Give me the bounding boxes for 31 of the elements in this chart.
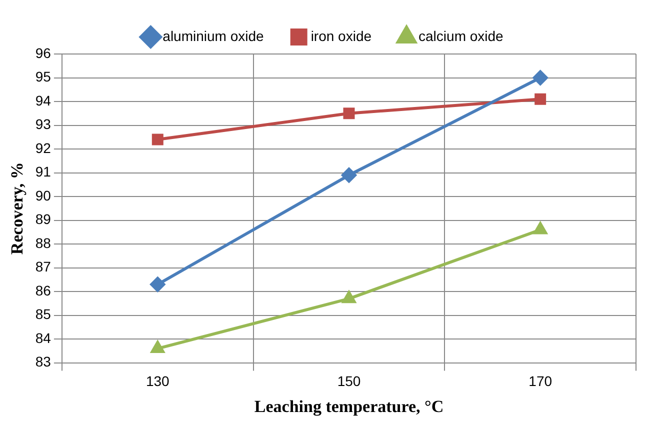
- point: [343, 108, 355, 120]
- point: [534, 222, 548, 234]
- y-tick-label: 84: [35, 330, 52, 346]
- x-tick-label: 170: [528, 373, 552, 390]
- x-axis-title: Leaching temperature, °C: [254, 397, 444, 416]
- point: [534, 93, 546, 105]
- y-tick-label: 85: [35, 306, 52, 322]
- point: [150, 341, 164, 354]
- x-tick-label: 130: [146, 373, 170, 390]
- legend-label: calcium oxide: [418, 28, 504, 44]
- y-tick-label: 94: [35, 92, 52, 108]
- y-tick-label: 91: [35, 164, 52, 180]
- y-tick-label: 89: [35, 211, 52, 228]
- y-tick-label: 87: [35, 258, 52, 275]
- point: [341, 168, 356, 183]
- y-tick-label: 93: [35, 116, 52, 132]
- point: [342, 291, 356, 304]
- point: [152, 134, 164, 146]
- y-tick-label: 92: [35, 140, 52, 156]
- point: [150, 276, 166, 292]
- legend-label: iron oxide: [310, 28, 372, 44]
- legend-label: aluminium oxide: [162, 28, 264, 44]
- x-tick-label: 150: [337, 373, 361, 390]
- y-tick-label: 83: [35, 354, 52, 370]
- y-tick-label: 88: [35, 234, 52, 251]
- y-tick-label: 95: [35, 68, 52, 85]
- y-tick-label: 90: [35, 187, 52, 204]
- y-tick-label: 96: [35, 44, 52, 61]
- point: [532, 70, 548, 86]
- y-axis-title: Recovery, %: [8, 162, 27, 255]
- y-tick-label: 86: [35, 282, 52, 298]
